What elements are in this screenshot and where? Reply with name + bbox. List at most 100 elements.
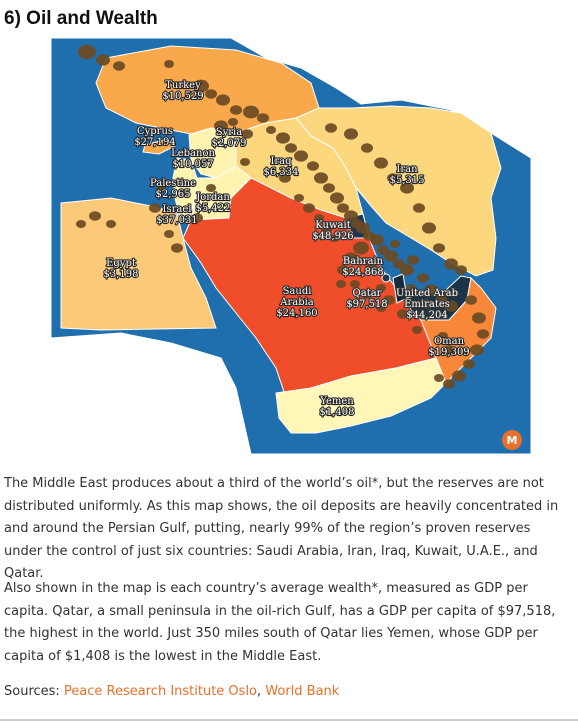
oil-deposit	[285, 143, 297, 153]
oil-deposit	[216, 94, 230, 106]
oil-deposit	[321, 223, 333, 233]
oil-deposit	[191, 213, 203, 223]
source-link-prio[interactable]: Peace Research Institute Oslo	[63, 684, 258, 699]
oil-deposit	[376, 284, 386, 292]
label-egypt: Egypt	[106, 258, 136, 269]
egypt	[60, 197, 217, 331]
oil-deposit	[156, 184, 166, 192]
oil-deposit	[279, 173, 291, 183]
label-israel: Israel	[163, 204, 192, 215]
paragraph-1: The Middle East produces about a third o…	[4, 476, 559, 581]
label-saudi: $24,160	[276, 308, 317, 319]
label-turkey: Turkey	[165, 80, 201, 91]
oil-deposit	[433, 243, 445, 253]
oil-deposit	[76, 220, 86, 228]
label-bahrain: $24,868	[342, 267, 383, 278]
oil-deposit	[113, 61, 125, 71]
oil-deposit	[383, 295, 395, 305]
oil-deposit	[149, 203, 161, 213]
bahrain	[381, 273, 391, 283]
oil-deposit	[276, 132, 290, 144]
label-turkey: $10,529	[162, 91, 203, 102]
oil-deposit	[424, 284, 438, 296]
oil-wealth-map: Turkey $10,529 Cyprus $27,194 Syria $2,079 Leb…	[51, 38, 531, 454]
label-jordan: $5,422	[196, 203, 231, 214]
land-africa-west	[51, 332, 252, 454]
oil-deposit	[443, 345, 455, 355]
oil-deposit	[106, 220, 116, 228]
oil-deposit	[241, 129, 253, 139]
label-saudi: Arabia	[279, 297, 314, 308]
label-palestine: Palestine	[150, 178, 196, 189]
oil-deposit	[361, 143, 373, 153]
label-yemen: $1,408	[320, 407, 355, 418]
oil-deposit	[455, 265, 467, 275]
sources-line: Sources: Peace Research Institute Oslo, …	[4, 684, 339, 699]
oil-deposit	[438, 332, 448, 340]
oil-deposit	[435, 295, 447, 305]
label-cyprus: $27,194	[134, 137, 175, 148]
oil-deposit	[266, 126, 276, 134]
label-saudi: Saudi	[283, 286, 312, 297]
label-oman: Oman	[434, 336, 465, 347]
oil-deposit	[78, 44, 96, 60]
oil-deposit	[421, 299, 433, 309]
oman	[420, 276, 497, 384]
label-jordan: Jordan	[195, 192, 230, 203]
oil-deposit	[205, 89, 217, 99]
oil-deposit	[323, 183, 335, 193]
oil-deposit	[337, 265, 349, 275]
oil-deposit	[397, 309, 409, 319]
oil-deposit	[370, 234, 384, 246]
paragraph-2: Also shown in the map is each country’s …	[4, 581, 556, 664]
mapped-logo-icon	[502, 430, 522, 450]
oil-deposit	[400, 264, 414, 276]
bottom-divider	[0, 719, 578, 721]
label-palestine: $2,965	[156, 189, 191, 200]
oil-deposit	[344, 128, 358, 140]
label-iran: Iran	[396, 164, 418, 175]
oil-deposits	[76, 44, 489, 389]
label-egypt: $3,198	[104, 269, 139, 280]
label-uae: Emirates	[404, 299, 450, 310]
badge-letter: M	[507, 434, 518, 447]
source-link-world-bank[interactable]: World Bank	[265, 684, 340, 699]
label-yemen: Yemen	[319, 396, 354, 407]
oil-deposit	[413, 203, 425, 213]
oil-deposit	[356, 222, 370, 234]
oil-deposit	[314, 172, 328, 184]
oil-deposit	[422, 222, 436, 234]
oil-deposit	[243, 105, 259, 119]
oil-deposit	[344, 252, 358, 264]
oil-deposit	[294, 150, 308, 162]
oil-deposit	[337, 203, 349, 213]
label-qatar: Qatar	[353, 288, 382, 299]
cyprus	[142, 138, 176, 155]
oil-deposit	[314, 214, 324, 222]
oil-deposit	[472, 312, 486, 324]
oil-deposit	[390, 240, 400, 248]
label-qatar: $97,518	[346, 299, 387, 310]
label-uae: United Arab	[396, 288, 458, 299]
oil-deposit	[353, 241, 369, 255]
label-syria: $2,079	[212, 138, 247, 149]
oil-deposit	[336, 280, 346, 288]
land-north	[229, 38, 531, 159]
oil-deposit	[230, 105, 242, 115]
oil-deposit	[330, 192, 344, 204]
oil-deposit	[384, 250, 398, 262]
oil-deposit	[206, 184, 216, 192]
oil-deposit	[412, 326, 422, 334]
label-lebanon: Lebanon	[171, 148, 215, 159]
label-oman: $19,309	[428, 347, 469, 358]
oil-deposit	[307, 161, 319, 171]
label-lebanon: $10,057	[172, 159, 213, 170]
label-kuwait: $48,926	[312, 231, 353, 242]
oil-deposit	[463, 359, 475, 369]
label-iraq: $6,334	[264, 167, 299, 178]
oil-deposit	[214, 120, 228, 132]
oil-deposit	[344, 210, 358, 222]
oil-deposit	[417, 273, 429, 283]
page-title: 6) Oil and Wealth	[4, 8, 158, 29]
oil-deposit	[330, 234, 340, 242]
